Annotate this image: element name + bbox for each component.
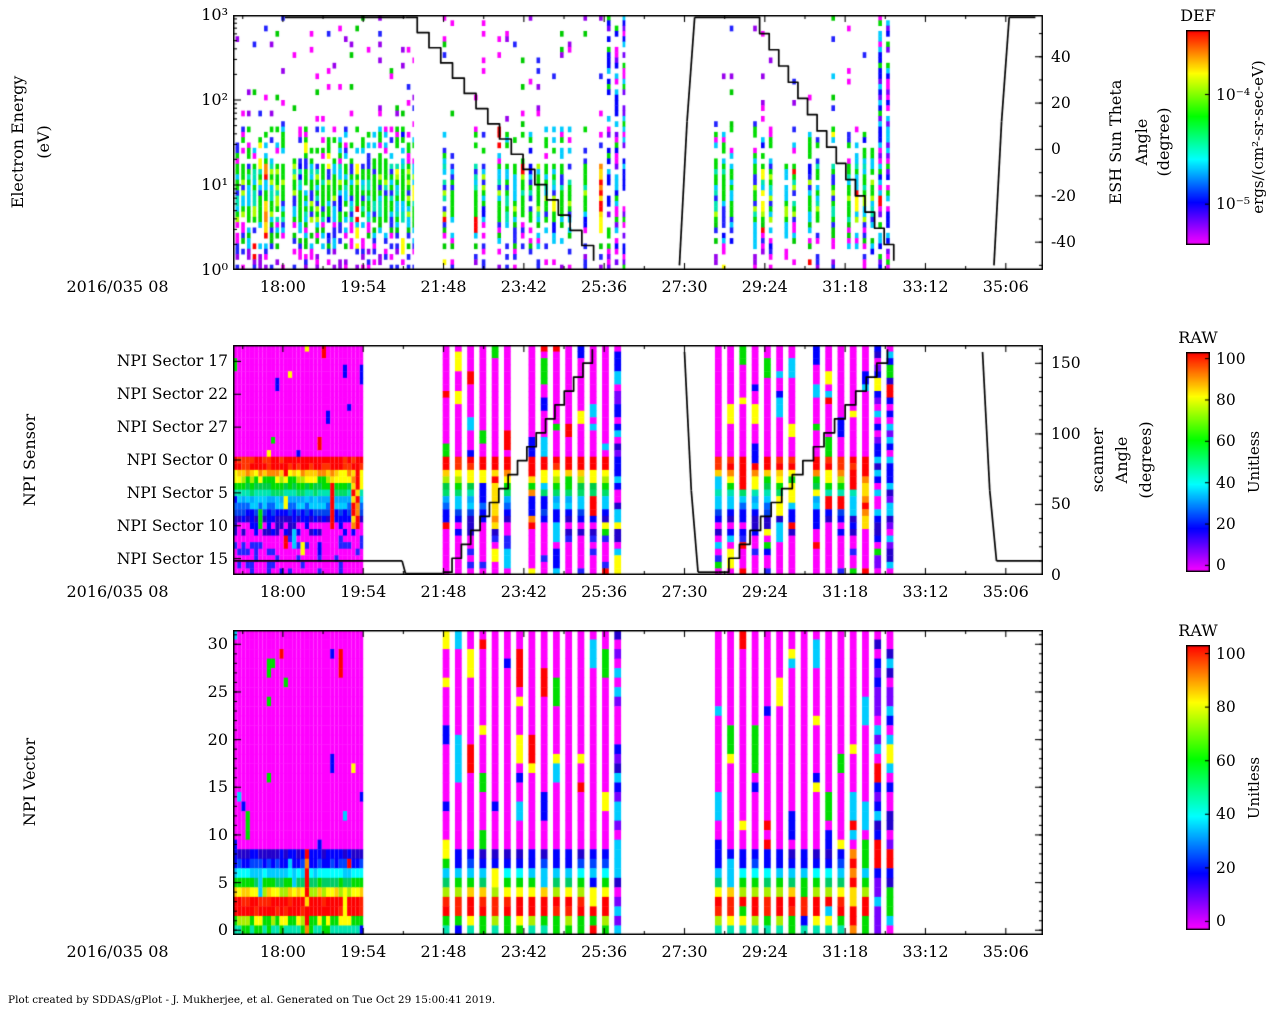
y-tick-label: 10² (201, 89, 228, 109)
colorbar-tick-label: 10⁻⁴ (1216, 85, 1251, 104)
right-tick-label: -20 (1051, 186, 1076, 205)
x-tick-label: 21:48 (420, 582, 467, 601)
x-tick-label: 23:42 (500, 277, 547, 296)
npi-sensor-right-axis-title: (degrees) (1136, 421, 1155, 499)
x-tick-label: 19:54 (340, 277, 387, 296)
x-tick-label: 19:54 (340, 942, 387, 961)
x-tick-label: 25:36 (581, 942, 628, 961)
electron-energy-axis-title: (eV) (34, 125, 53, 159)
y-tick-label: 20 (207, 729, 228, 749)
colorbar-tick-label: 40 (1216, 473, 1236, 492)
y-tick-label: NPI Sector 10 (116, 516, 228, 535)
y-tick-label: NPI Sector 17 (116, 352, 228, 371)
x-tick-label: 18:00 (259, 277, 306, 296)
x-tick-label: 33:12 (902, 277, 949, 296)
colorbar-tick-label: 40 (1216, 805, 1236, 824)
npi-vector-colorbar (1186, 645, 1210, 930)
right-tick-label: 40 (1051, 47, 1071, 66)
x-tick-label: 35:06 (982, 582, 1029, 601)
colorbar-tick-label: 20 (1216, 515, 1236, 534)
x-tick-label: 33:12 (902, 582, 949, 601)
x-tick-label: 35:06 (982, 277, 1029, 296)
x-axis-date-label: 2016/035 08 (66, 582, 169, 601)
x-tick-label: 35:06 (982, 942, 1029, 961)
colorbar-tick-label: 0 (1216, 912, 1226, 931)
x-tick-label: 29:24 (741, 942, 788, 961)
colorbar-tick-label: 80 (1216, 390, 1236, 409)
x-tick-label: 31:18 (822, 582, 869, 601)
y-tick-label: NPI Sector 15 (116, 549, 228, 568)
y-tick-label: 15 (207, 777, 228, 797)
x-tick-label: 23:42 (500, 942, 547, 961)
npi-sensor-colorbar (1186, 352, 1210, 572)
y-tick-label: NPI Sector 22 (116, 385, 228, 404)
npi-sensor-plot (233, 345, 1043, 575)
y-tick-label: 10¹ (201, 175, 228, 194)
x-tick-label: 23:42 (500, 582, 547, 601)
x-tick-label: 21:48 (420, 942, 467, 961)
y-tick-label: NPI Sector 27 (116, 418, 228, 437)
colorbar-tick-label: 0 (1216, 556, 1226, 575)
npi-vector-axis-title: NPI Vector (20, 737, 39, 827)
right-tick-label: 100 (1051, 424, 1081, 443)
x-tick-label: 19:54 (340, 582, 387, 601)
x-tick-label: 27:30 (661, 277, 708, 296)
colorbar-title: RAW (1178, 328, 1218, 347)
x-tick-label: 31:18 (822, 942, 869, 961)
footer-credit: Plot created by SDDAS/gPlot - J. Mukherj… (8, 994, 496, 1006)
y-tick-label: NPI Sector 5 (126, 483, 228, 502)
colorbar-tick-label: 100 (1216, 349, 1246, 368)
x-tick-label: 29:24 (741, 277, 788, 296)
y-tick-label: 10⁰ (201, 260, 228, 279)
x-tick-label: 33:12 (902, 942, 949, 961)
colorbar-unit-label: Unitless (1245, 430, 1263, 494)
x-tick-label: 25:36 (581, 582, 628, 601)
y-tick-label: 10 (207, 824, 228, 844)
colorbar-tick-label: 80 (1216, 698, 1236, 717)
electron-energy-right-axis-title: (degree) (1154, 107, 1173, 177)
right-tick-label: -40 (1051, 233, 1076, 252)
x-tick-label: 27:30 (661, 582, 708, 601)
right-tick-label: 150 (1051, 354, 1081, 373)
npi-sensor-right-axis-title: Angle (1112, 436, 1131, 484)
x-tick-label: 27:30 (661, 942, 708, 961)
colorbar-tick-label: 100 (1216, 644, 1246, 663)
y-tick-label: NPI Sector 0 (126, 451, 228, 469)
colorbar-title: RAW (1178, 621, 1218, 640)
colorbar-tick-label: 20 (1216, 858, 1236, 877)
x-tick-label: 18:00 (259, 942, 306, 961)
right-tick-label: 0 (1051, 566, 1061, 584)
x-tick-label: 29:24 (741, 582, 788, 601)
electron-energy-colorbar (1186, 30, 1210, 245)
y-tick-label: 30 (207, 634, 228, 654)
colorbar-tick-label: 60 (1216, 751, 1236, 770)
colorbar-tick-label: 60 (1216, 432, 1236, 451)
electron-energy-axis-title: Electron Energy (8, 75, 27, 209)
x-tick-label: 18:00 (259, 582, 306, 601)
electron-energy-plot (233, 15, 1043, 270)
colorbar-unit-label: Unitless (1245, 756, 1263, 820)
colorbar-unit-label: ergs/(cm²-sr-sec-eV) (1249, 60, 1267, 214)
right-tick-label: 20 (1051, 94, 1071, 113)
npi-vector-plot (233, 630, 1043, 935)
x-axis-date-label: 2016/035 08 (66, 942, 169, 961)
x-tick-label: 31:18 (822, 277, 869, 296)
x-tick-label: 21:48 (420, 277, 467, 296)
right-tick-label: 50 (1051, 495, 1071, 514)
electron-energy-right-axis-title: ESH Sun Theta (1106, 79, 1125, 205)
x-tick-label: 25:36 (581, 277, 628, 296)
electron-energy-right-axis-title: Angle (1132, 118, 1151, 166)
colorbar-title: DEF (1180, 6, 1216, 25)
x-axis-date-label: 2016/035 08 (66, 277, 169, 296)
y-tick-label: 25 (207, 681, 228, 701)
npi-sensor-axis-title: NPI Sensor (20, 413, 39, 507)
right-tick-label: 0 (1051, 140, 1061, 159)
y-tick-label: 5 (217, 872, 228, 892)
colorbar-tick-label: 10⁻⁵ (1216, 195, 1251, 214)
y-tick-label: 0 (217, 920, 228, 940)
npi-sensor-right-axis-title: scanner (1088, 427, 1107, 493)
y-tick-label: 10³ (201, 5, 228, 24)
